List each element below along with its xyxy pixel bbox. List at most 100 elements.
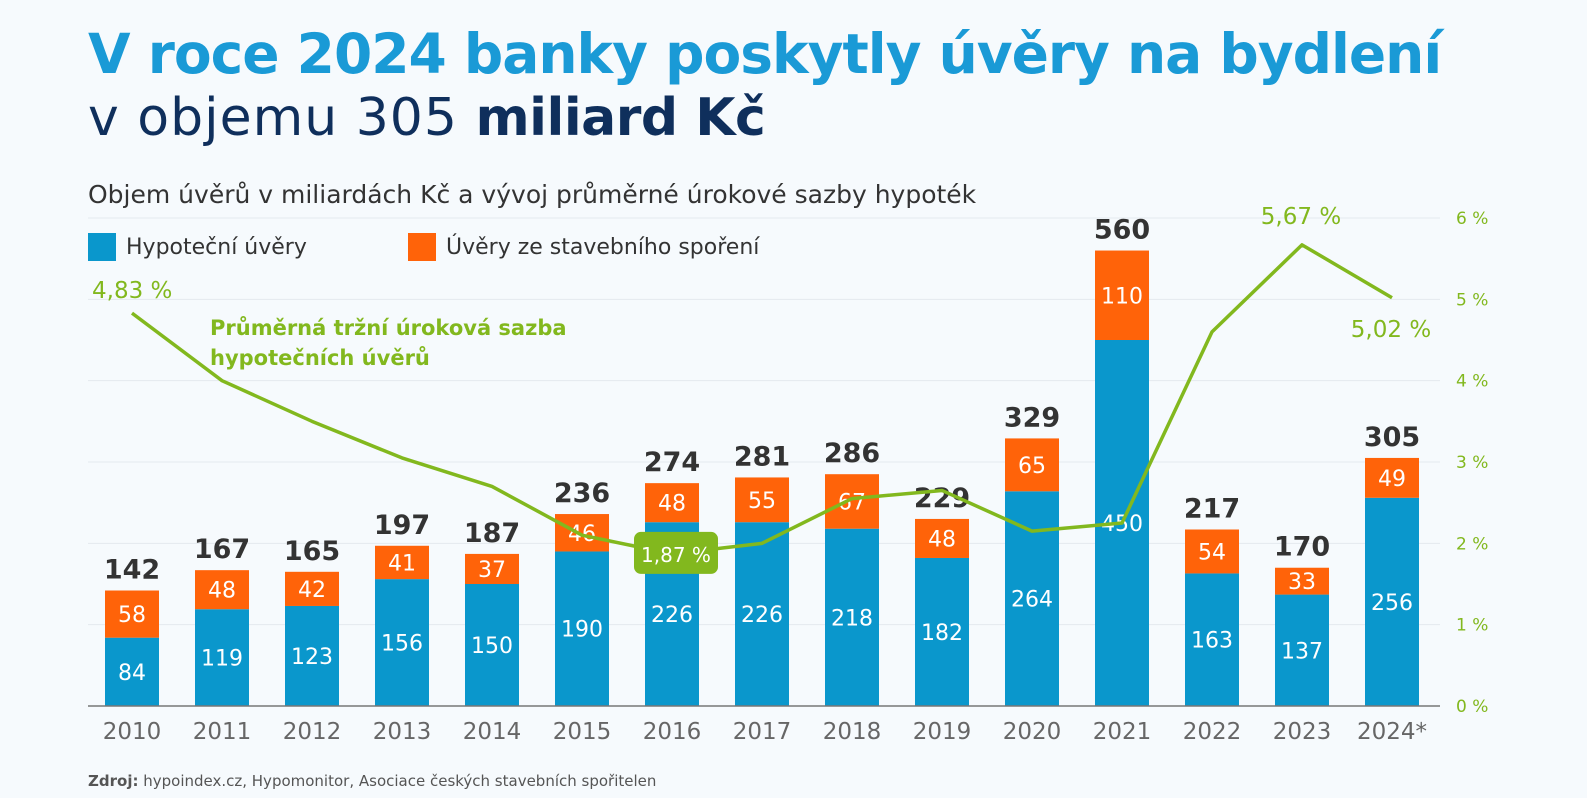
legend-swatch-mortgage — [88, 233, 116, 261]
x-tick-label: 2018 — [823, 719, 882, 745]
x-tick-label: 2011 — [193, 719, 252, 745]
data-label-savings: 33 — [1288, 570, 1316, 595]
x-tick-label: 2019 — [913, 719, 972, 745]
data-label-mortgage: 264 — [1011, 588, 1053, 613]
bar-mortgage — [1275, 594, 1329, 706]
bar-savings — [735, 477, 789, 523]
data-label-savings: 48 — [658, 492, 686, 517]
data-label-total: 170 — [1274, 532, 1330, 563]
data-label-mortgage: 218 — [831, 606, 873, 631]
right-axis-tick-label: 0 % — [1456, 697, 1488, 717]
title-bold-part: miliard Kč — [475, 88, 766, 148]
rate-series-label: hypotečních úvěrů — [210, 346, 430, 370]
bar-mortgage — [375, 579, 429, 706]
bar-savings — [465, 553, 519, 584]
x-tick-label: 2016 — [643, 719, 702, 745]
data-label-total: 165 — [284, 536, 340, 567]
bar-mortgage — [465, 584, 519, 706]
bar-mortgage — [1185, 573, 1239, 706]
data-label-mortgage: 226 — [741, 603, 783, 628]
bar-savings — [375, 545, 429, 580]
data-label-mortgage: 190 — [561, 618, 603, 643]
legend-swatch-savings — [408, 233, 436, 261]
bar-savings — [1185, 529, 1239, 574]
right-axis-tick-label: 3 % — [1456, 453, 1488, 473]
x-tick-label: 2015 — [553, 719, 612, 745]
data-label-savings: 37 — [478, 558, 506, 583]
data-label-total: 560 — [1094, 215, 1150, 246]
data-label-total: 286 — [824, 438, 880, 469]
data-label-mortgage: 137 — [1281, 639, 1323, 664]
x-tick-label: 2017 — [733, 719, 792, 745]
bar-savings — [285, 571, 339, 606]
data-label-mortgage: 163 — [1191, 629, 1233, 654]
rate-line — [130, 243, 1393, 556]
x-tick-label: 2022 — [1183, 719, 1242, 745]
x-tick-label: 2020 — [1003, 719, 1062, 745]
bar-mortgage — [555, 551, 609, 706]
data-label-total: 274 — [644, 447, 700, 478]
bar-savings — [1275, 567, 1329, 595]
data-label-savings: 54 — [1198, 540, 1226, 565]
bar-savings — [105, 590, 159, 638]
data-label-savings: 65 — [1018, 454, 1046, 479]
data-label-total: 167 — [194, 534, 250, 565]
data-label-mortgage: 182 — [921, 621, 963, 646]
chart-title-line2: v objemu 305 miliard Kč — [88, 88, 766, 148]
data-label-savings: 42 — [298, 578, 326, 603]
bar-mortgage — [825, 528, 879, 706]
x-tick-label: 2013 — [373, 719, 432, 745]
data-label-mortgage: 150 — [471, 634, 513, 659]
chart-title: V roce 2024 banky poskytly úvěry na bydl… — [88, 22, 1442, 86]
data-label-savings: 49 — [1378, 467, 1406, 492]
data-label-total: 187 — [464, 518, 520, 549]
x-tick-label: 2010 — [103, 719, 162, 745]
bar-mortgage — [285, 605, 339, 706]
rate-annotation: 4,83 % — [92, 278, 172, 304]
x-tick-label: 2023 — [1273, 719, 1332, 745]
data-label-mortgage: 84 — [118, 661, 146, 686]
bar-mortgage — [1005, 491, 1059, 706]
bar-savings — [555, 514, 609, 552]
data-label-savings: 110 — [1101, 284, 1143, 309]
x-tick-label: 2014 — [463, 719, 522, 745]
right-axis-tick-label: 5 % — [1456, 290, 1488, 310]
bar-mortgage — [915, 557, 969, 706]
data-label-savings: 55 — [748, 489, 776, 514]
data-label-mortgage: 123 — [291, 645, 333, 670]
right-axis-tick-label: 4 % — [1456, 372, 1488, 392]
legend-label-mortgage: Hypoteční úvěry — [126, 234, 307, 260]
rate-annotation: 5,02 % — [1351, 317, 1431, 343]
legend-savings: Úvěry ze stavebního spoření — [408, 233, 759, 261]
data-label-total: 142 — [104, 555, 160, 586]
data-label-savings: 48 — [928, 527, 956, 552]
data-label-total: 217 — [1184, 494, 1240, 525]
chart-subtitle: Objem úvěrů v miliardách Kč a vývoj prům… — [88, 180, 977, 209]
source-label: Zdroj: — [88, 772, 139, 790]
x-tick-label: 2021 — [1093, 719, 1152, 745]
bar-savings — [645, 483, 699, 523]
source-note: Zdroj: hypoindex.cz, Hypomonitor, Asocia… — [88, 772, 656, 790]
data-label-total: 281 — [734, 441, 790, 472]
x-tick-label: 2012 — [283, 719, 342, 745]
title-normal-part: v objemu 305 — [88, 88, 476, 148]
data-label-savings: 41 — [388, 551, 416, 576]
x-tick-label: 2024* — [1357, 719, 1427, 745]
data-label-mortgage: 156 — [381, 632, 423, 657]
rate-annotation: 5,67 % — [1261, 204, 1341, 230]
right-axis-tick-label: 2 % — [1456, 534, 1488, 554]
data-label-total: 329 — [1004, 402, 1060, 433]
data-label-total: 236 — [554, 478, 610, 509]
right-axis-tick-label: 6 % — [1456, 209, 1488, 229]
data-label-mortgage: 256 — [1371, 591, 1413, 616]
bar-savings — [915, 518, 969, 558]
data-label-mortgage: 226 — [651, 603, 693, 628]
data-label-total: 197 — [374, 510, 430, 541]
data-label-total: 305 — [1364, 422, 1420, 453]
rate-annotation: 1,87 % — [641, 543, 711, 567]
bar-savings — [1365, 457, 1419, 498]
bar-mortgage — [735, 522, 789, 706]
bar-savings — [195, 570, 249, 610]
legend-label-savings: Úvěry ze stavebního spoření — [446, 234, 760, 260]
